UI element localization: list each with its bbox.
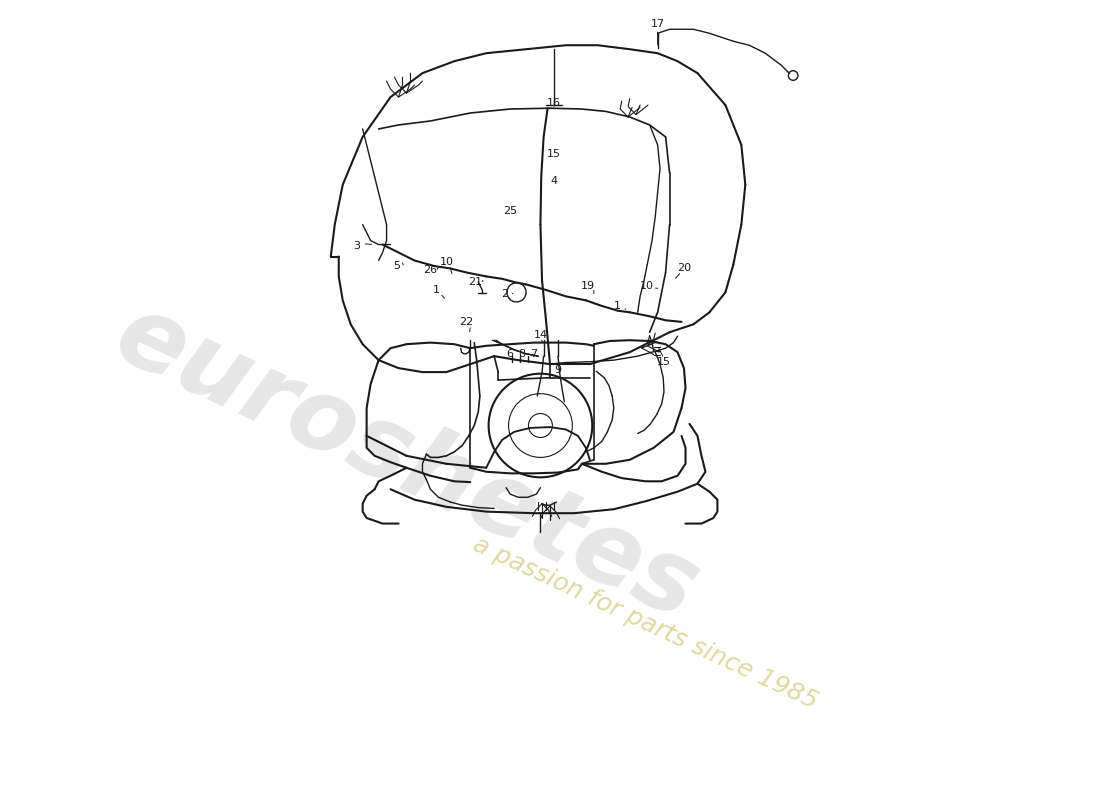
Text: 19: 19 xyxy=(581,281,595,291)
Text: 14: 14 xyxy=(534,330,548,340)
Text: 7: 7 xyxy=(530,349,538,358)
Text: 20: 20 xyxy=(676,263,691,274)
Text: 6: 6 xyxy=(507,349,514,358)
Text: 17: 17 xyxy=(650,18,664,29)
Text: 4: 4 xyxy=(550,176,558,186)
Text: 10: 10 xyxy=(439,257,453,267)
Text: 22: 22 xyxy=(459,317,473,327)
Text: 15: 15 xyxy=(657,357,671,366)
Text: 10: 10 xyxy=(640,281,654,291)
Text: 21: 21 xyxy=(468,277,482,287)
Text: 3: 3 xyxy=(353,241,360,251)
Text: 5: 5 xyxy=(394,261,400,271)
Text: 2: 2 xyxy=(500,289,508,299)
Text: 8: 8 xyxy=(518,349,526,358)
Text: a passion for parts since 1985: a passion for parts since 1985 xyxy=(470,533,822,714)
Text: euroshetes: euroshetes xyxy=(100,286,713,641)
Text: 16: 16 xyxy=(547,98,561,109)
Text: 15: 15 xyxy=(547,150,561,159)
Text: 1: 1 xyxy=(614,301,620,311)
Text: 1: 1 xyxy=(433,285,440,295)
Text: 26: 26 xyxy=(424,265,438,275)
Text: 9: 9 xyxy=(554,365,561,374)
Text: 25: 25 xyxy=(503,206,517,216)
